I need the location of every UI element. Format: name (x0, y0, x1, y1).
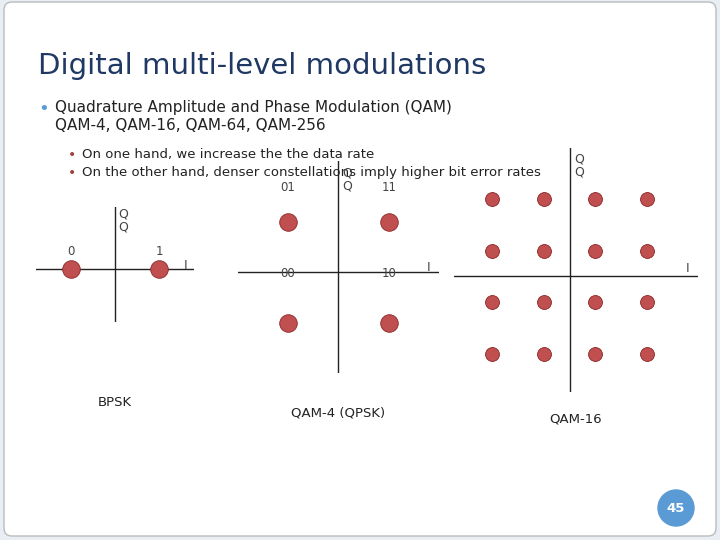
Text: I: I (685, 262, 689, 275)
Point (641, 298, 652, 307)
Text: Q: Q (343, 166, 352, 179)
Point (487, 195, 498, 204)
Point (487, 246, 498, 255)
Point (282, 319, 294, 327)
Point (590, 195, 601, 204)
Text: Q: Q (119, 221, 129, 234)
Point (282, 218, 294, 226)
Text: Q: Q (119, 207, 129, 221)
Text: 45: 45 (667, 502, 685, 515)
Circle shape (658, 490, 694, 526)
Text: 0: 0 (68, 245, 75, 258)
Point (590, 246, 601, 255)
Text: QAM-4, QAM-16, QAM-64, QAM-256: QAM-4, QAM-16, QAM-64, QAM-256 (55, 118, 325, 133)
Text: QAM-16: QAM-16 (549, 412, 603, 425)
Text: 11: 11 (382, 181, 396, 194)
Text: Q: Q (575, 166, 585, 179)
Text: Quadrature Amplitude and Phase Modulation (QAM): Quadrature Amplitude and Phase Modulatio… (55, 100, 452, 115)
Text: Q: Q (575, 153, 585, 166)
Text: QAM-4 (QPSK): QAM-4 (QPSK) (292, 407, 385, 420)
Point (641, 246, 652, 255)
Text: •: • (68, 166, 76, 180)
Point (383, 319, 395, 327)
Text: I: I (426, 261, 431, 274)
Point (66, 265, 77, 273)
Point (641, 349, 652, 358)
Text: BPSK: BPSK (98, 396, 132, 409)
Point (487, 349, 498, 358)
Point (538, 349, 549, 358)
Point (538, 195, 549, 204)
Text: Digital multi-level modulations: Digital multi-level modulations (38, 52, 486, 80)
Point (538, 298, 549, 307)
Text: 01: 01 (281, 181, 295, 194)
Point (590, 298, 601, 307)
Text: 1: 1 (156, 245, 163, 258)
Text: 10: 10 (382, 267, 396, 280)
Text: 00: 00 (281, 267, 295, 280)
Text: Q: Q (343, 179, 352, 192)
FancyBboxPatch shape (4, 2, 716, 536)
Text: On one hand, we increase the the data rate: On one hand, we increase the the data ra… (82, 148, 374, 161)
Point (641, 195, 652, 204)
Text: •: • (68, 148, 76, 162)
Text: I: I (184, 259, 187, 272)
Point (590, 349, 601, 358)
Text: On the other hand, denser constellations imply higher bit error rates: On the other hand, denser constellations… (82, 166, 541, 179)
Text: •: • (38, 100, 49, 118)
Point (538, 246, 549, 255)
Point (383, 218, 395, 226)
Point (153, 265, 165, 273)
Point (487, 298, 498, 307)
